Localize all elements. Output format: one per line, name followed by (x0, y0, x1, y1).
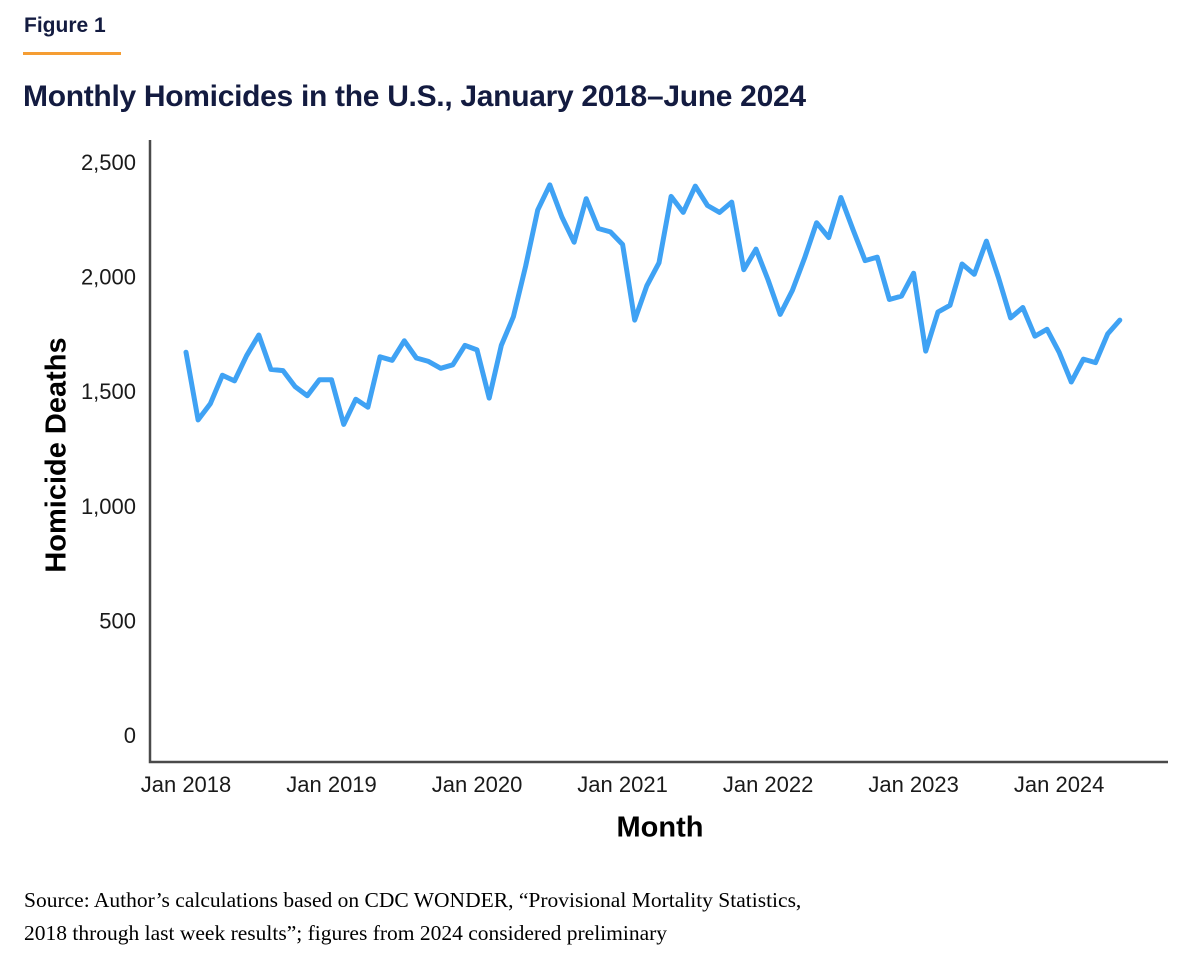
figure-label: Figure 1 (24, 14, 106, 37)
y-tick-label: 0 (124, 723, 136, 748)
y-tick-label: 500 (99, 608, 136, 633)
y-axis-title: Homicide Deaths (40, 337, 73, 573)
source-note: Source: Author’s calculations based on C… (24, 884, 801, 950)
y-tick-label: 1,500 (81, 379, 136, 404)
chart-title: Monthly Homicides in the U.S., January 2… (23, 80, 806, 113)
x-tick-label: Jan 2022 (723, 772, 814, 797)
x-tick-label: Jan 2020 (432, 772, 523, 797)
figure-label-rule (23, 52, 121, 55)
x-tick-label: Jan 2019 (286, 772, 377, 797)
x-tick-label: Jan 2024 (1014, 772, 1105, 797)
y-tick-label: 1,000 (81, 494, 136, 519)
x-tick-label: Jan 2018 (141, 772, 232, 797)
source-note-line2: 2018 through last week results”; figures… (24, 921, 668, 945)
homicide-deaths-line (183, 182, 1123, 427)
x-tick-label: Jan 2023 (868, 772, 959, 797)
y-tick-label: 2,000 (81, 265, 136, 290)
x-tick-label: Jan 2021 (577, 772, 668, 797)
y-tick-label: 2,500 (81, 150, 136, 175)
axis-lines (148, 140, 1168, 764)
source-note-line1: Source: Author’s calculations based on C… (24, 888, 802, 912)
x-axis-title: Month (616, 811, 704, 844)
